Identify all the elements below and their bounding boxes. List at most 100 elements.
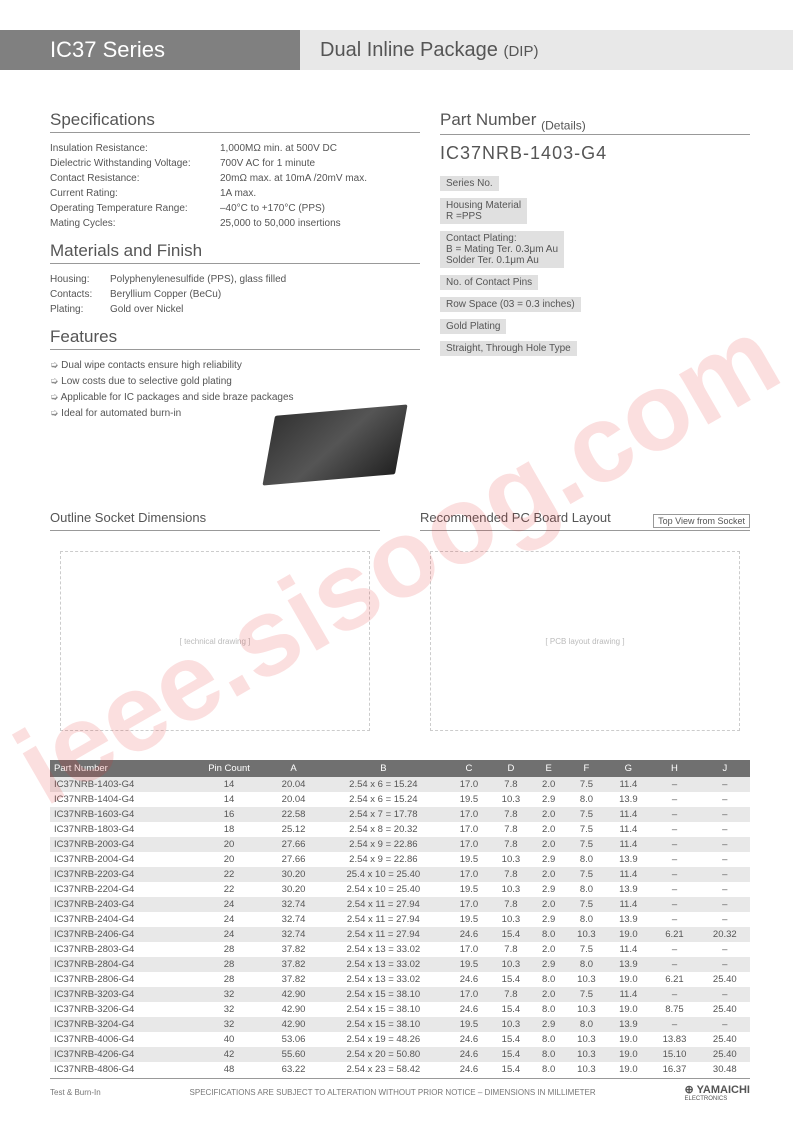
table-cell: 24 (190, 927, 269, 942)
table-cell: 8.0 (532, 1047, 566, 1062)
spec-row: Mating Cycles:25,000 to 50,000 insertion… (50, 216, 420, 231)
table-cell: 2.54 x 10 = 25.40 (319, 882, 448, 897)
table-cell: 8.0 (565, 957, 607, 972)
table-cell: 7.5 (565, 822, 607, 837)
table-row: IC37NRB-4806-G44863.222.54 x 23 = 58.422… (50, 1062, 750, 1077)
table-cell: 10.3 (490, 912, 532, 927)
table-cell: – (649, 942, 699, 957)
table-cell: 15.4 (490, 1002, 532, 1017)
table-cell: 2.54 x 6 = 15.24 (319, 777, 448, 792)
table-row: IC37NRB-2203-G42230.2025.4 x 10 = 25.401… (50, 867, 750, 882)
table-cell: IC37NRB-4806-G4 (50, 1062, 190, 1077)
outline-diagram-placeholder: [ technical drawing ] (60, 551, 370, 731)
feature-item: Low costs due to selective gold plating (50, 374, 420, 390)
pn-label: No. of Contact Pins (440, 275, 538, 290)
table-cell: 2.54 x 11 = 27.94 (319, 927, 448, 942)
spec-value: 25,000 to 50,000 insertions (220, 216, 341, 231)
material-row: Contacts:Beryllium Copper (BeCu) (50, 287, 420, 302)
table-cell: 17.0 (448, 822, 490, 837)
material-label: Contacts: (50, 287, 110, 302)
table-cell: 37.82 (268, 957, 318, 972)
table-cell: 10.3 (490, 852, 532, 867)
material-value: Polyphenylenesulfide (PPS), glass filled (110, 274, 286, 285)
table-cell: 8.0 (565, 792, 607, 807)
table-cell: 2.9 (532, 792, 566, 807)
table-cell: – (700, 912, 750, 927)
table-cell: 17.0 (448, 777, 490, 792)
pn-title: Part Number (Details) (440, 110, 750, 135)
spec-label: Current Rating: (50, 186, 220, 201)
specs-title: Specifications (50, 110, 420, 133)
table-cell: 22 (190, 882, 269, 897)
outline-title: Outline Socket Dimensions (50, 510, 380, 531)
outline-diagram: [ technical drawing ] (50, 541, 380, 741)
table-row: IC37NRB-2403-G42432.742.54 x 11 = 27.941… (50, 897, 750, 912)
spec-row: Insulation Resistance:1,000MΩ min. at 50… (50, 141, 420, 156)
table-cell: 28 (190, 942, 269, 957)
spec-row: Operating Temperature Range:–40°C to +17… (50, 201, 420, 216)
pcb-diagram-placeholder: [ PCB layout drawing ] (430, 551, 740, 731)
table-cell: 2.0 (532, 942, 566, 957)
table-cell: – (700, 1017, 750, 1032)
series-title: IC37 Series (0, 30, 300, 70)
table-cell: 24.6 (448, 1032, 490, 1047)
table-cell: – (700, 882, 750, 897)
table-cell: 32.74 (268, 927, 318, 942)
table-cell: 17.0 (448, 807, 490, 822)
product-image (262, 404, 407, 485)
table-cell: 17.0 (448, 897, 490, 912)
table-cell: – (700, 897, 750, 912)
table-cell: 42.90 (268, 1002, 318, 1017)
pn-segment: - (523, 143, 530, 164)
table-cell: 14 (190, 792, 269, 807)
table-header: H (649, 760, 699, 777)
table-header: C (448, 760, 490, 777)
table-cell: – (700, 867, 750, 882)
table-header: G (607, 760, 649, 777)
table-cell: 8.0 (565, 852, 607, 867)
table-cell: 19.0 (607, 927, 649, 942)
pn-label: Housing Material R =PPS (440, 198, 527, 224)
table-header: Pin Count (190, 760, 269, 777)
table-cell: 13.83 (649, 1032, 699, 1047)
table-cell: 20.04 (268, 792, 318, 807)
table-cell: 30.20 (268, 867, 318, 882)
table-cell: – (700, 942, 750, 957)
table-cell: 14 (190, 777, 269, 792)
table-row: IC37NRB-1603-G41622.582.54 x 7 = 17.7817… (50, 807, 750, 822)
spec-label: Dielectric Withstanding Voltage: (50, 156, 220, 171)
material-row: Plating:Gold over Nickel (50, 302, 420, 317)
table-header: F (565, 760, 607, 777)
table-cell: – (649, 897, 699, 912)
table-cell: 63.22 (268, 1062, 318, 1077)
table-cell: IC37NRB-1803-G4 (50, 822, 190, 837)
table-cell: 8.0 (532, 1032, 566, 1047)
table-cell: 24 (190, 897, 269, 912)
table-row: IC37NRB-1403-G41420.042.54 x 6 = 15.2417… (50, 777, 750, 792)
table-cell: 42.90 (268, 1017, 318, 1032)
logo-subtext: ELECTRONICS (685, 1096, 750, 1102)
table-cell: 2.0 (532, 822, 566, 837)
table-cell: 2.9 (532, 852, 566, 867)
table-cell: 8.0 (532, 1062, 566, 1077)
table-cell: 13.9 (607, 912, 649, 927)
table-row: IC37NRB-1803-G41825.122.54 x 8 = 20.3217… (50, 822, 750, 837)
table-cell: 32.74 (268, 897, 318, 912)
materials-list: Housing:Polyphenylenesulfide (PPS), glas… (50, 272, 420, 317)
table-cell: 19.0 (607, 1047, 649, 1062)
table-row: IC37NRB-4206-G44255.602.54 x 20 = 50.802… (50, 1047, 750, 1062)
table-cell: 40 (190, 1032, 269, 1047)
table-header: Part Number (50, 760, 190, 777)
table-row: IC37NRB-2003-G42027.662.54 x 9 = 22.8617… (50, 837, 750, 852)
table-cell: 24.6 (448, 927, 490, 942)
spec-value: 1A max. (220, 186, 256, 201)
table-cell: 19.0 (607, 972, 649, 987)
table-cell: 32.74 (268, 912, 318, 927)
table-header: E (532, 760, 566, 777)
spec-value: –40°C to +170°C (PPS) (220, 201, 325, 216)
table-cell: 16 (190, 807, 269, 822)
spec-value: 700V AC for 1 minute (220, 156, 315, 171)
spec-label: Contact Resistance: (50, 171, 220, 186)
table-cell: IC37NRB-3204-G4 (50, 1017, 190, 1032)
spec-label: Mating Cycles: (50, 216, 220, 231)
